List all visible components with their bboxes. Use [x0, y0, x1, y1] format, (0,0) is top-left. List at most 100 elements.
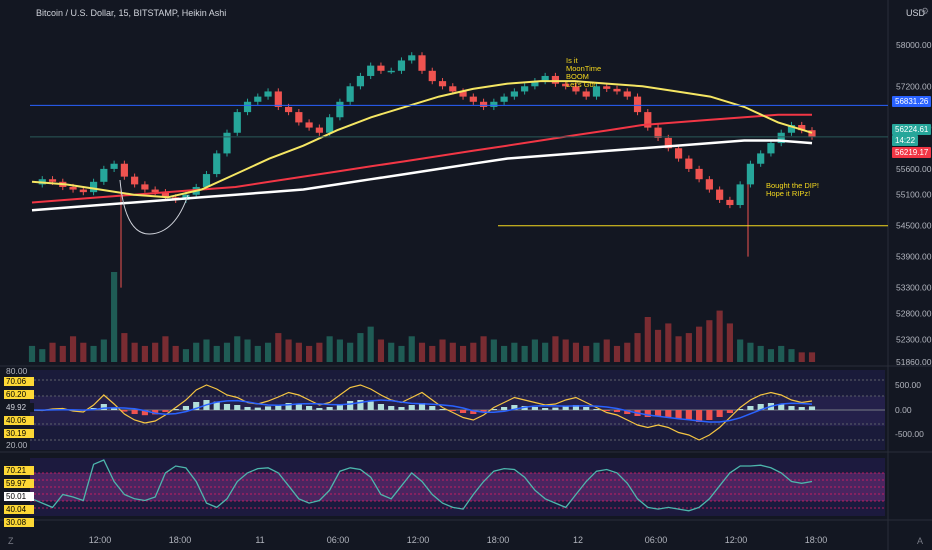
volume-bar	[162, 336, 169, 362]
volume-bar	[377, 339, 385, 362]
volume-bar	[357, 333, 364, 362]
candle-body	[336, 101, 344, 118]
macd-axis-neg500: -500.00	[895, 429, 924, 439]
settings-icon[interactable]: ⚙	[921, 6, 930, 16]
stoch-tag-50: 50.01	[4, 492, 34, 501]
stoch-tag-60: 59.97	[4, 479, 34, 488]
volume-bar	[757, 345, 764, 362]
candle-body	[644, 112, 652, 128]
macd-hist-bar	[624, 410, 631, 414]
volume-bar	[654, 329, 662, 362]
macd-hist-bar	[111, 407, 118, 410]
candle-body	[202, 174, 211, 187]
volume-bar	[59, 345, 66, 362]
macd-hist-bar	[367, 401, 374, 410]
volume-bar	[470, 342, 477, 362]
candle-body	[110, 163, 118, 169]
candle-body	[757, 153, 765, 164]
candle-body	[705, 179, 713, 190]
auto-scale-button[interactable]: A	[917, 536, 924, 546]
volume-bar	[644, 317, 651, 362]
candle-body	[315, 127, 323, 133]
macd-hist-bar	[459, 410, 467, 413]
y-tick-label: 55100.00	[896, 190, 932, 200]
candle-body	[254, 96, 262, 102]
candle-body	[674, 148, 683, 159]
dip-annotation: Bought the DIP! Hope it RIPz!	[766, 182, 819, 198]
candle-body	[592, 86, 601, 97]
stoch-tag-70: 70.21	[4, 466, 34, 475]
macd-hist-bar	[685, 410, 692, 420]
candle-body	[633, 96, 642, 113]
volume-bar	[521, 345, 528, 362]
candle-body	[716, 189, 724, 200]
stoch-line	[31, 459, 813, 512]
macd-hist-bar	[593, 409, 600, 410]
macd-hist-bar	[470, 410, 477, 414]
macd-tag-70: 70.06	[4, 377, 34, 386]
macd-hist-bar	[121, 410, 128, 412]
macd-hist-bar	[696, 410, 703, 422]
volume-bar	[398, 345, 405, 362]
macd-hist-bar	[778, 404, 785, 410]
candle-body	[623, 91, 631, 97]
volume-bar	[90, 345, 97, 362]
candle-body	[541, 75, 549, 82]
macd-hist-bar	[244, 407, 251, 410]
macd-hist-bar	[798, 407, 805, 410]
volume-bar	[737, 339, 744, 362]
macd-hist-bar	[531, 407, 538, 410]
macd-hist-bar	[613, 410, 621, 412]
candle-body	[490, 101, 498, 107]
macd-hist-bar	[182, 406, 190, 410]
candle-body	[736, 184, 744, 206]
moving-average-line	[31, 113, 812, 204]
volume-bar	[111, 272, 118, 362]
stoch-tag-40: 40.04	[4, 505, 34, 514]
y-tick-label: 53900.00	[896, 252, 932, 262]
z-label: Z	[8, 536, 14, 546]
macd-hist-bar	[716, 410, 723, 417]
macd-hist-bar	[511, 405, 518, 410]
macd-hist-bar	[480, 410, 487, 412]
candle-body	[654, 127, 662, 138]
volume-bar	[295, 342, 302, 362]
x-tick-label: 12	[573, 535, 583, 545]
volume-bar	[613, 345, 621, 362]
stoch-tag-30: 30.08	[4, 518, 34, 527]
volume-bar	[388, 342, 395, 362]
macd-top-level: 80.00	[6, 366, 28, 376]
volume-bar	[182, 349, 190, 362]
candle-body	[284, 106, 293, 113]
volume-bar	[634, 333, 641, 362]
volume-bar	[234, 336, 241, 362]
candle-body	[346, 86, 354, 102]
macd-hist-bar	[449, 410, 456, 411]
candle-body	[428, 70, 436, 82]
volume-bar	[706, 320, 713, 362]
macd-hist-bar	[542, 408, 549, 410]
volume-bar	[80, 342, 87, 362]
volume-bar	[531, 339, 538, 362]
y-tick-label: 51860.00	[896, 357, 932, 367]
x-tick-label: 12:00	[725, 535, 748, 545]
volume-bar	[552, 336, 559, 362]
candle-body	[387, 70, 395, 73]
macd-hist-bar	[131, 410, 138, 414]
candle-body	[479, 101, 488, 107]
candle-body	[449, 86, 457, 92]
volume-bar	[244, 339, 251, 362]
macd-tag-20: 20.00	[6, 440, 28, 450]
volume-bar	[603, 339, 610, 362]
macd-hist-bar	[706, 410, 713, 420]
moving-average-line	[31, 139, 813, 212]
volume-bar	[716, 310, 723, 362]
candle-body	[131, 176, 139, 185]
volume-bar	[788, 349, 795, 362]
volume-bar	[285, 339, 292, 362]
volume-bar	[562, 339, 569, 362]
candle-body	[777, 132, 785, 144]
currency-label: USD	[906, 8, 926, 18]
volume-bar	[542, 342, 549, 362]
